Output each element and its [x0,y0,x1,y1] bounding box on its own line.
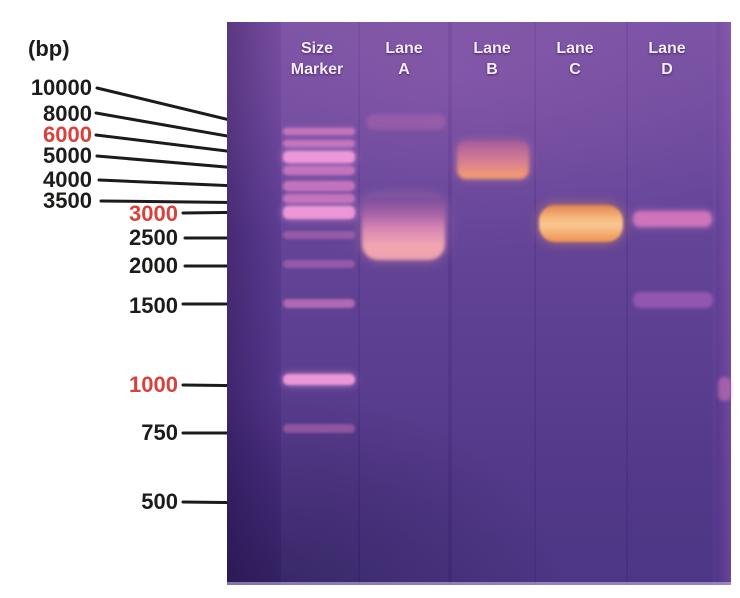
marker-band-5000 [283,166,355,175]
lane-a-faint-top-band [366,114,446,130]
bp-label-6000: 6000 [43,122,92,147]
bp-label-10000: 10000 [30,75,92,100]
lane-strip-c [536,22,626,585]
lane-header-d: Lane D [617,38,717,80]
lane-strip-a [360,22,448,585]
bp-label-3500: 3500 [43,188,92,213]
lane-header-line2: D [661,61,673,78]
lane-header-line1: Lane [556,40,594,57]
bp-label-500: 500 [141,489,178,514]
lane-header-line2: B [486,61,498,78]
bp-label-2500: 2500 [129,225,178,250]
bp-label-4000: 4000 [43,167,92,192]
lane-c-band [539,205,623,242]
lane-header-line2: Marker [290,61,344,78]
marker-band-1500 [283,299,355,308]
gel-image: Size Marker Lane A Lane B Lane C Lane D [227,22,731,585]
bp-label-750: 750 [141,420,178,445]
marker-band-1000 [283,374,355,385]
lane-b-band [457,141,529,179]
lane-header-b: Lane B [442,38,542,80]
marker-band-3000 [283,206,355,219]
bp-label-1000: 1000 [129,372,178,397]
marker-band-3500 [283,194,355,203]
lane-header-a: Lane A [354,38,454,80]
marker-band-8000 [283,140,355,147]
lane-header-line1: Size [300,40,333,57]
lane-d-lower-band [633,292,713,308]
lane-header-line1: Lane [648,40,686,57]
marker-band-750 [283,424,355,433]
marker-band-2500 [283,231,355,239]
bp-label-8000: 8000 [43,101,92,126]
lane-header-line2: C [569,61,581,78]
bp-label-1500: 1500 [129,293,178,318]
lane-strip-b [452,22,534,585]
bp-label-5000: 5000 [43,143,92,168]
lane-header-size-marker: Size Marker [267,38,367,80]
lane-header-c: Lane C [525,38,625,80]
marker-band-10000 [283,128,355,135]
marker-band-2000 [283,260,355,268]
bp-label-2000: 2000 [129,253,178,278]
gel-edge-faint-band [718,377,731,401]
lane-a-main-band [362,197,445,260]
marker-band-6000 [283,151,355,163]
lane-header-line1: Lane [385,40,423,57]
bp-label-3000: 3000 [129,201,178,226]
lane-header-line2: A [398,61,410,78]
scale-unit-label: (bp) [28,36,70,61]
lane-header-line1: Lane [473,40,511,57]
marker-band-4000 [283,181,355,191]
lane-d-upper-band [633,211,712,227]
